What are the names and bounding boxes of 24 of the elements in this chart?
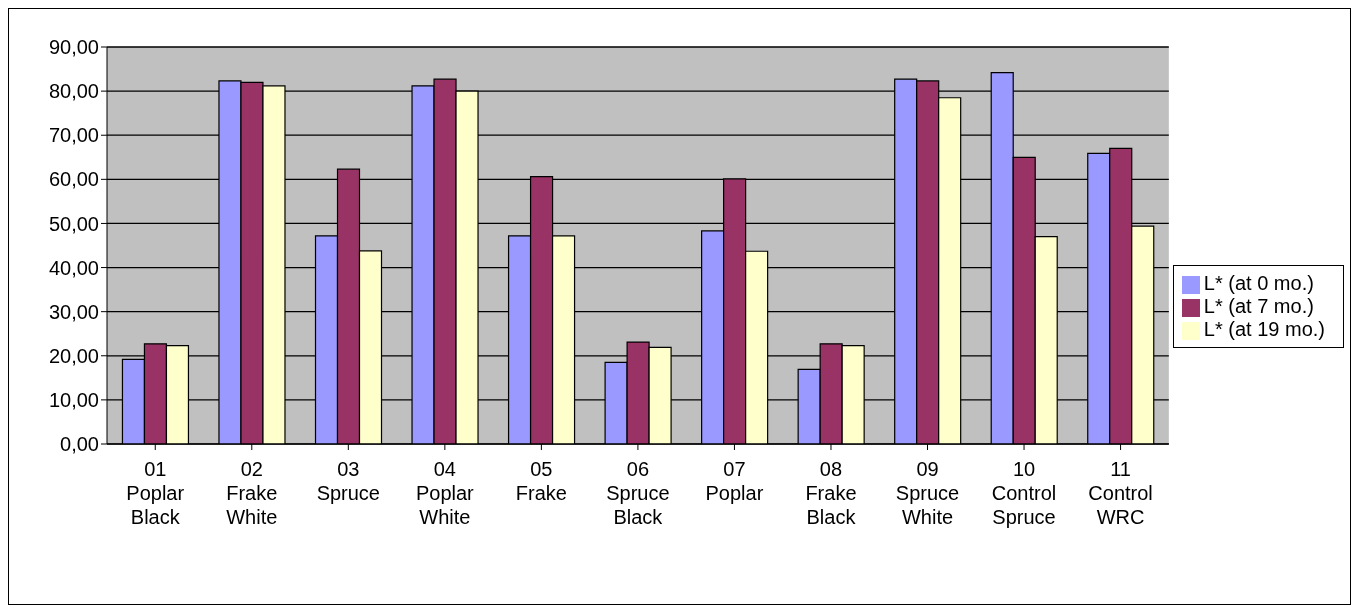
- x-tick-label: 11 Control WRC: [1088, 458, 1153, 528]
- y-tick-label: 0,00: [60, 433, 99, 456]
- y-tick-label: 50,00: [48, 212, 99, 235]
- x-tick-label: 02 Frake White: [226, 458, 278, 528]
- x-tick-label: 09 Spruce White: [895, 458, 960, 528]
- x-tick-label: 08 Frake Black: [805, 458, 857, 528]
- y-tick-label: 40,00: [48, 256, 99, 279]
- x-tick-label: 07 Poplar: [705, 458, 764, 504]
- y-tick-label: 30,00: [48, 300, 99, 323]
- x-tick-label: 03 Spruce: [316, 458, 381, 504]
- y-tick-label: 80,00: [48, 80, 99, 103]
- y-tick-label: 90,00: [48, 36, 99, 59]
- y-tick-label: 60,00: [48, 168, 99, 191]
- y-tick-label: 70,00: [48, 124, 99, 147]
- legend-label: L* (at 19 mo.): [1203, 318, 1325, 340]
- x-tick-label: 05 Frake: [515, 458, 567, 504]
- x-tick-label: 04 Poplar White: [415, 458, 475, 528]
- x-tick-label: 01 Poplar Black: [126, 458, 185, 528]
- legend-label: L* (at 0 mo.): [1203, 272, 1314, 294]
- legend-label: L* (at 7 mo.): [1203, 295, 1314, 317]
- y-tick-label: 20,00: [48, 344, 99, 367]
- x-tick-label: 10 Control Spruce: [991, 458, 1057, 528]
- y-tick-label: 10,00: [48, 388, 99, 411]
- x-tick-label: 06 Spruce Black: [606, 458, 670, 528]
